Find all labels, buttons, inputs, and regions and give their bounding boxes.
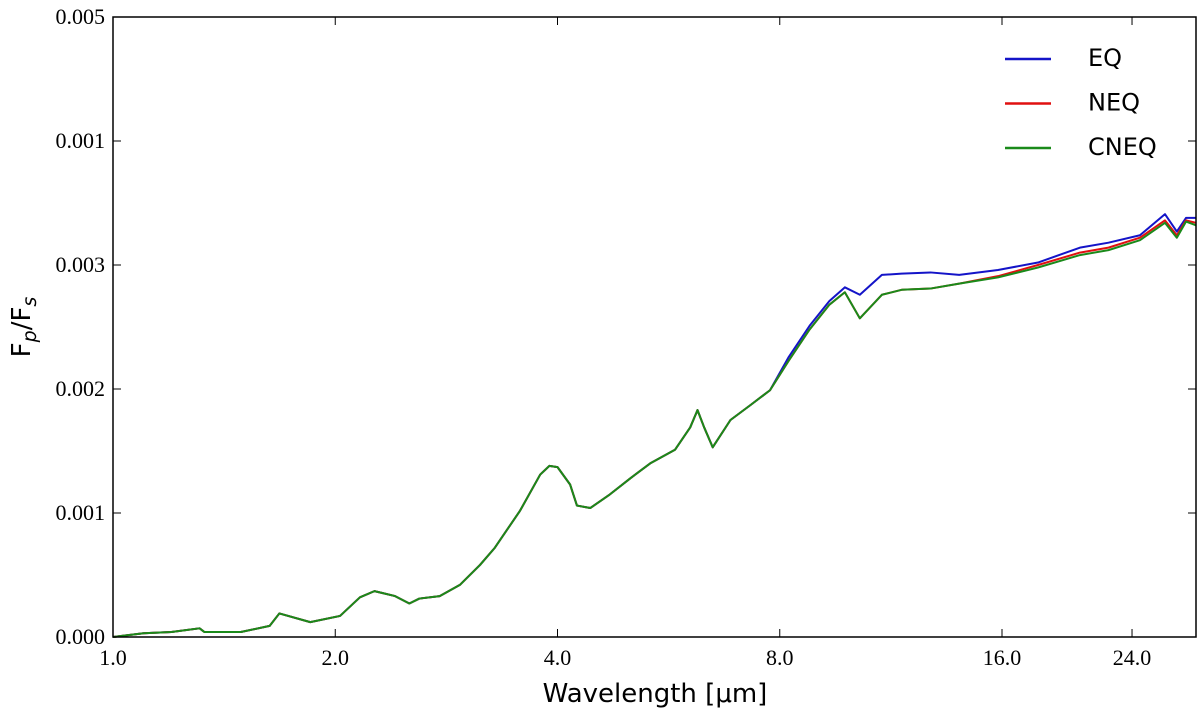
y-tick-label: 0.000 bbox=[56, 624, 106, 649]
y-tick-label: 0.003 bbox=[56, 252, 106, 277]
x-tick-label: 8.0 bbox=[766, 645, 794, 670]
y-tick-label: 0.002 bbox=[56, 376, 106, 401]
y-tick-label: 0.001 bbox=[56, 500, 106, 525]
x-tick-label: 24.0 bbox=[1113, 645, 1152, 670]
x-axis-label: Wavelength [μm] bbox=[543, 679, 768, 709]
plot-frame bbox=[112, 16, 1197, 638]
series-line bbox=[112, 220, 1197, 638]
y-label-part: p bbox=[19, 330, 41, 343]
x-tick-label: 4.0 bbox=[544, 645, 572, 670]
y-axis-label: Fp/Fs bbox=[7, 297, 41, 358]
x-tick-label: 16.0 bbox=[983, 645, 1022, 670]
y-label-part: /F bbox=[7, 307, 37, 331]
legend-label: CNEQ bbox=[1088, 133, 1157, 161]
y-tick-label: 0.001 bbox=[56, 128, 106, 153]
x-tick-label: 2.0 bbox=[322, 645, 350, 670]
x-tick-label: 1.0 bbox=[99, 645, 127, 670]
series-line bbox=[112, 219, 1197, 638]
y-label-part: s bbox=[19, 297, 41, 307]
series-line bbox=[112, 213, 1196, 638]
legend-label: EQ bbox=[1088, 44, 1122, 72]
y-label-part: F bbox=[7, 342, 37, 357]
y-tick-label: 0.005 bbox=[56, 4, 106, 29]
legend-label: NEQ bbox=[1088, 89, 1140, 117]
